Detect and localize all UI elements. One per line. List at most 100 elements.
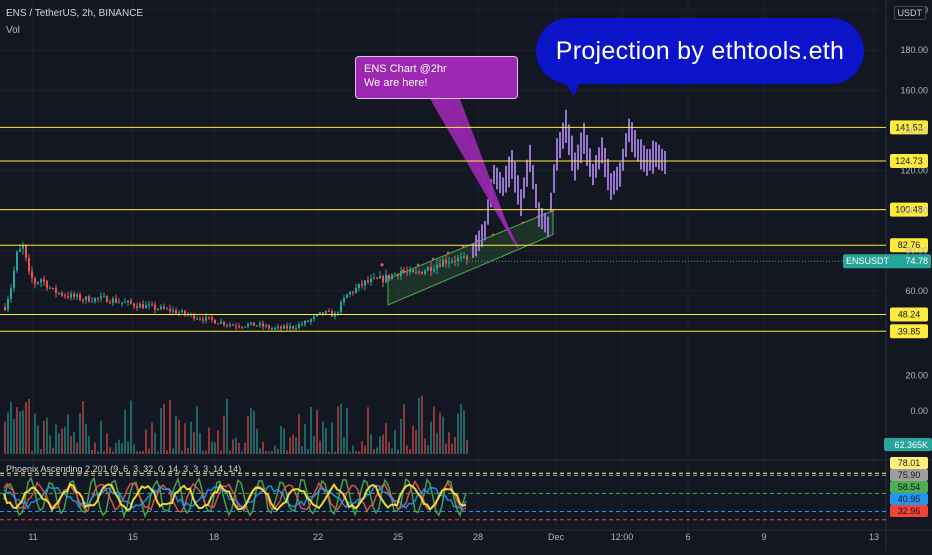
level-tag-text: 48.24 [898, 309, 921, 319]
volume-bar [388, 441, 390, 455]
currency-button[interactable]: USDT [893, 6, 926, 20]
volume-bar [91, 449, 93, 455]
volume-bar [292, 434, 294, 455]
price-tick-label: 60.00 [905, 286, 928, 296]
note-pointer-wedge [430, 99, 515, 245]
level-tag [890, 120, 928, 135]
candle-body [223, 321, 225, 325]
volume-bar [40, 449, 42, 455]
volume-bar [397, 449, 399, 455]
volume-bar [10, 401, 12, 455]
volume-bar [298, 414, 300, 455]
volume-bar [208, 427, 210, 455]
candle-body [274, 328, 276, 330]
candle-body [415, 271, 417, 273]
volume-bar [412, 425, 414, 455]
volume-bar [247, 415, 249, 455]
volume-bar [109, 447, 111, 455]
volume-bar [118, 439, 120, 455]
candle-body [319, 312, 321, 315]
volume-bar [121, 443, 123, 455]
candle-body [199, 318, 201, 320]
indicator-title: Phoenix Ascending 2.201 (9, 6, 3, 32, 0,… [6, 464, 242, 474]
candle-body [55, 287, 57, 293]
volume-bar [289, 437, 291, 455]
volume-bar [157, 451, 159, 455]
candle-body [397, 273, 399, 276]
candle-body [133, 303, 135, 307]
channel-marker [401, 269, 405, 273]
candle-body [109, 302, 111, 304]
oscillator-line [3, 484, 467, 510]
chart-header: ENS / TetherUS, 2h, BINANCE Vol [6, 8, 143, 36]
volume-bar [199, 433, 201, 455]
level-tag [890, 324, 928, 339]
volume-label: Vol [6, 25, 20, 36]
volume-bar [196, 406, 198, 455]
candle-body [151, 304, 153, 306]
oscillator-level-text: 78.01 [898, 458, 921, 468]
candle-body [442, 259, 444, 267]
symbol-title: ENS / TetherUS, 2h, BINANCE [6, 8, 144, 19]
channel-marker [431, 257, 435, 260]
candle-body [61, 292, 63, 296]
volume-bar [226, 398, 228, 455]
volume-bar [334, 451, 336, 455]
volume-bar [430, 421, 432, 455]
volume-bar [385, 423, 387, 455]
candle-body [34, 278, 36, 284]
volume-bar [172, 448, 174, 455]
level-tag [890, 238, 928, 253]
channel-marker [380, 263, 384, 267]
volume-bar [322, 421, 324, 455]
volume-bar [337, 406, 339, 455]
volume-bar [136, 451, 138, 455]
candle-body [121, 302, 123, 304]
candle-body [112, 298, 114, 303]
volume-bar [325, 427, 327, 455]
volume-bar [241, 451, 243, 455]
candle-body [352, 292, 354, 294]
candle-body [400, 271, 402, 276]
volume-bar [130, 400, 132, 455]
candle-body [100, 296, 102, 299]
candle-body [37, 282, 39, 284]
volume-bar [34, 413, 36, 455]
oscillator-level-text: 75.90 [898, 470, 921, 480]
candle-body [265, 325, 267, 327]
candle-body [94, 298, 96, 302]
oscillator-line [3, 476, 467, 520]
volume-bar [190, 421, 192, 455]
candle-body [148, 304, 150, 306]
volume-bar [259, 448, 261, 455]
volume-bar [382, 434, 384, 455]
current-price-value: 74.78 [905, 256, 928, 266]
level-tag-text: 82.76 [898, 240, 921, 250]
candle-body [316, 314, 318, 317]
volume-bar [37, 425, 39, 455]
candle-body [64, 295, 66, 297]
volume-bar [271, 450, 273, 455]
volume-bar [439, 412, 441, 455]
candle-body [22, 244, 24, 249]
candle-body [172, 310, 174, 312]
candle-body [406, 271, 408, 273]
candle-body [25, 244, 27, 259]
volume-bar [205, 450, 207, 455]
x-tick-label: 6 [685, 532, 690, 542]
volume-bar [193, 432, 195, 455]
level-tag-text: 124.73 [895, 156, 923, 166]
candle-body [328, 311, 330, 313]
volume-bar [100, 420, 102, 455]
volume-bar [301, 445, 303, 455]
volume-bar [445, 443, 447, 455]
volume-bar [55, 424, 57, 455]
volume-bar [214, 442, 216, 455]
x-tick-label: 9 [761, 532, 766, 542]
x-tick-label: 22 [313, 532, 323, 542]
candle-body [367, 280, 369, 283]
volume-bar [421, 395, 423, 455]
candle-body [259, 323, 261, 326]
candle-body [457, 257, 459, 262]
volume-bar [244, 442, 246, 455]
